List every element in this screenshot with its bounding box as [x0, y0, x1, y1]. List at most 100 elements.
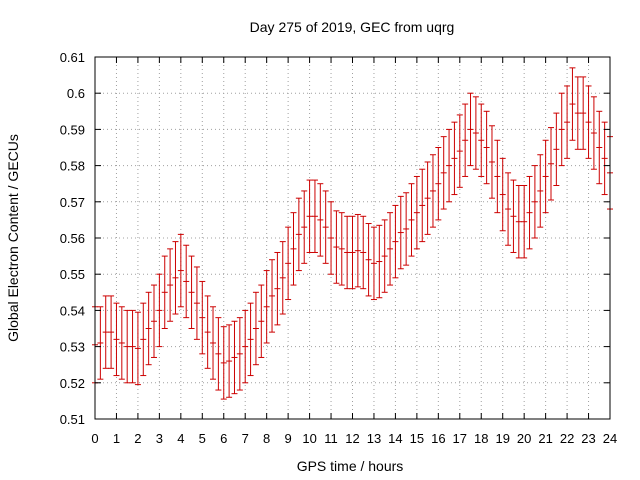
data-point: [236, 317, 243, 391]
data-point: [199, 280, 206, 355]
y-ticks: 0.51 0.52 0.53 0.54 0.55 0.56 0.57 0.58 0.59 0.6 0…: [60, 50, 610, 427]
data-point: [113, 302, 120, 377]
data-point: [451, 121, 458, 196]
data-point: [456, 114, 463, 188]
data-point: [274, 251, 281, 326]
data-point: [569, 67, 576, 141]
data-point: [317, 183, 324, 257]
data-point: [574, 76, 581, 150]
y-tick-label: 0.56: [60, 231, 85, 246]
y-tick-label: 0.53: [60, 340, 85, 355]
data-point: [231, 320, 238, 395]
data-point: [446, 128, 453, 203]
data-point: [108, 295, 115, 369]
data-point: [306, 179, 313, 253]
data-point: [210, 306, 217, 380]
data-point: [322, 190, 329, 264]
data-point: [193, 266, 200, 340]
data-point: [215, 317, 222, 391]
data-point: [354, 213, 361, 288]
data-point: [408, 183, 415, 257]
y-tick-label: 0.58: [60, 159, 85, 174]
x-tick-label: 4: [177, 431, 184, 446]
data-point: [397, 195, 404, 270]
data-point: [118, 306, 125, 380]
x-tick-label: 19: [495, 431, 509, 446]
data-point: [134, 311, 141, 386]
data-point: [172, 241, 179, 315]
data-point: [419, 168, 426, 243]
data-point: [515, 185, 522, 259]
data-point: [483, 110, 490, 185]
data-point: [429, 154, 436, 228]
x-tick-label: 2: [134, 431, 141, 446]
x-tick-label: 12: [345, 431, 359, 446]
data-point: [424, 161, 431, 235]
data-point: [381, 219, 388, 293]
x-tick-label: 16: [431, 431, 445, 446]
data-point: [488, 125, 495, 199]
y-tick-label: 0.54: [60, 303, 85, 318]
data-point: [531, 165, 538, 239]
x-tick-label: 15: [410, 431, 424, 446]
data-point: [585, 85, 592, 159]
data-point: [279, 241, 286, 315]
data-point: [403, 192, 410, 266]
data-point: [510, 179, 517, 253]
data-point: [467, 92, 474, 167]
y-tick-label: 0.52: [60, 376, 85, 391]
data-point: [295, 197, 302, 272]
x-tick-label: 11: [324, 431, 338, 446]
x-tick-label: 3: [156, 431, 163, 446]
data-point: [564, 85, 571, 159]
data-point: [392, 204, 399, 279]
data-point: [344, 215, 351, 290]
data-point: [263, 270, 270, 344]
chart-title: Day 275 of 2019, GEC from uqrg: [250, 19, 455, 35]
data-point: [462, 103, 469, 177]
data-point: [124, 309, 131, 384]
x-axis-title: GPS time / hours: [297, 458, 404, 474]
data-point: [97, 306, 104, 380]
data-point: [167, 248, 174, 322]
y-tick-label: 0.59: [60, 122, 85, 137]
data-point: [242, 309, 249, 384]
data-point: [376, 224, 383, 299]
x-tick-label: 7: [242, 431, 249, 446]
data-point: [204, 295, 211, 369]
x-tick-label: 13: [367, 431, 381, 446]
data-point: [328, 201, 335, 275]
data-point: [290, 212, 297, 286]
data-point: [558, 92, 565, 167]
y-tick-label: 0.6: [67, 86, 85, 101]
data-point: [505, 172, 512, 246]
data-point: [370, 226, 377, 301]
x-tick-label: 5: [199, 431, 206, 446]
y-tick-label: 0.51: [60, 412, 85, 427]
x-tick-label: 14: [388, 431, 402, 446]
data-point: [537, 154, 544, 228]
y-tick-label: 0.55: [60, 267, 85, 282]
data-point: [220, 326, 227, 400]
data-point: [247, 302, 254, 377]
data-point: [338, 212, 345, 286]
data-point: [413, 175, 420, 250]
data-point: [269, 259, 276, 333]
y-tick-label: 0.61: [60, 50, 85, 65]
x-tick-label: 22: [560, 431, 574, 446]
data-point: [435, 147, 442, 221]
x-tick-label: 1: [113, 431, 120, 446]
data-point: [129, 309, 136, 384]
x-tick-label: 20: [517, 431, 531, 446]
data-point: [349, 215, 356, 290]
data-point: [258, 284, 265, 358]
data-point: [311, 179, 318, 253]
data-point: [521, 185, 528, 259]
data-point: [156, 273, 163, 348]
data-point: [499, 157, 506, 232]
data-point: [183, 244, 190, 319]
data-point: [285, 226, 292, 301]
data-point: [226, 324, 233, 398]
x-tick-label: 21: [538, 431, 552, 446]
data-point: [601, 121, 608, 196]
